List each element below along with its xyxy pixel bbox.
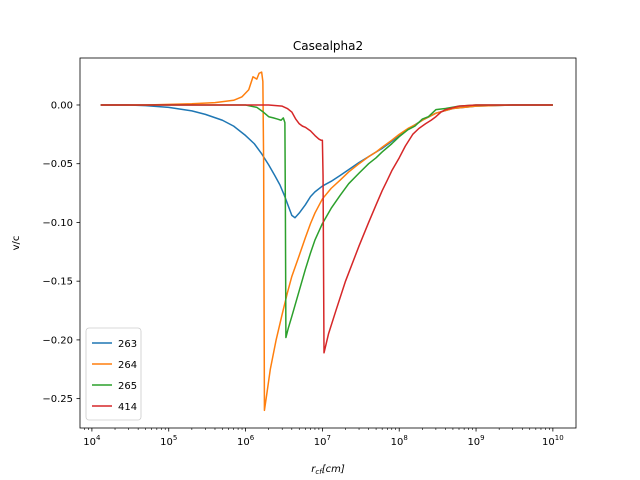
x-axis-label: rcf[cm] [311, 464, 345, 476]
y-axis-label: v/c [11, 236, 22, 251]
y-tick-label: 0.00 [51, 100, 73, 111]
legend: 263 264 265 414 [85, 327, 142, 421]
y-tick-label: −0.05 [42, 159, 73, 170]
legend-label-263: 263 [118, 339, 137, 350]
plot-frame [79, 57, 577, 429]
y-tick-label: −0.10 [42, 218, 73, 229]
chart-title: Casealpha2 [293, 39, 363, 53]
legend-label-414: 414 [118, 402, 137, 413]
legend-box [85, 327, 142, 421]
x-axis: 104 105 106 107 108 109 1010 [83, 428, 564, 448]
x-tick-label: 105 [160, 434, 177, 448]
series-line-264 [100, 71, 553, 412]
series-layer [100, 71, 553, 412]
series-line-265 [100, 104, 553, 339]
x-tick-label: 107 [314, 434, 331, 448]
x-tick-label: 1010 [542, 434, 564, 448]
x-tick-label: 106 [237, 434, 255, 448]
series-line-414 [100, 104, 553, 354]
y-tick-label: −0.20 [42, 335, 73, 346]
x-tick-label: 104 [83, 434, 101, 448]
legend-label-265: 265 [118, 381, 137, 392]
y-axis: 0.00 −0.05 −0.10 −0.15 −0.20 −0.25 [42, 100, 80, 405]
y-tick-label: −0.25 [42, 394, 73, 405]
y-tick-label: −0.15 [42, 277, 73, 288]
legend-label-264: 264 [118, 360, 137, 371]
series-line-263 [100, 104, 553, 219]
x-tick-label: 108 [391, 434, 408, 448]
x-tick-label: 109 [467, 434, 484, 448]
